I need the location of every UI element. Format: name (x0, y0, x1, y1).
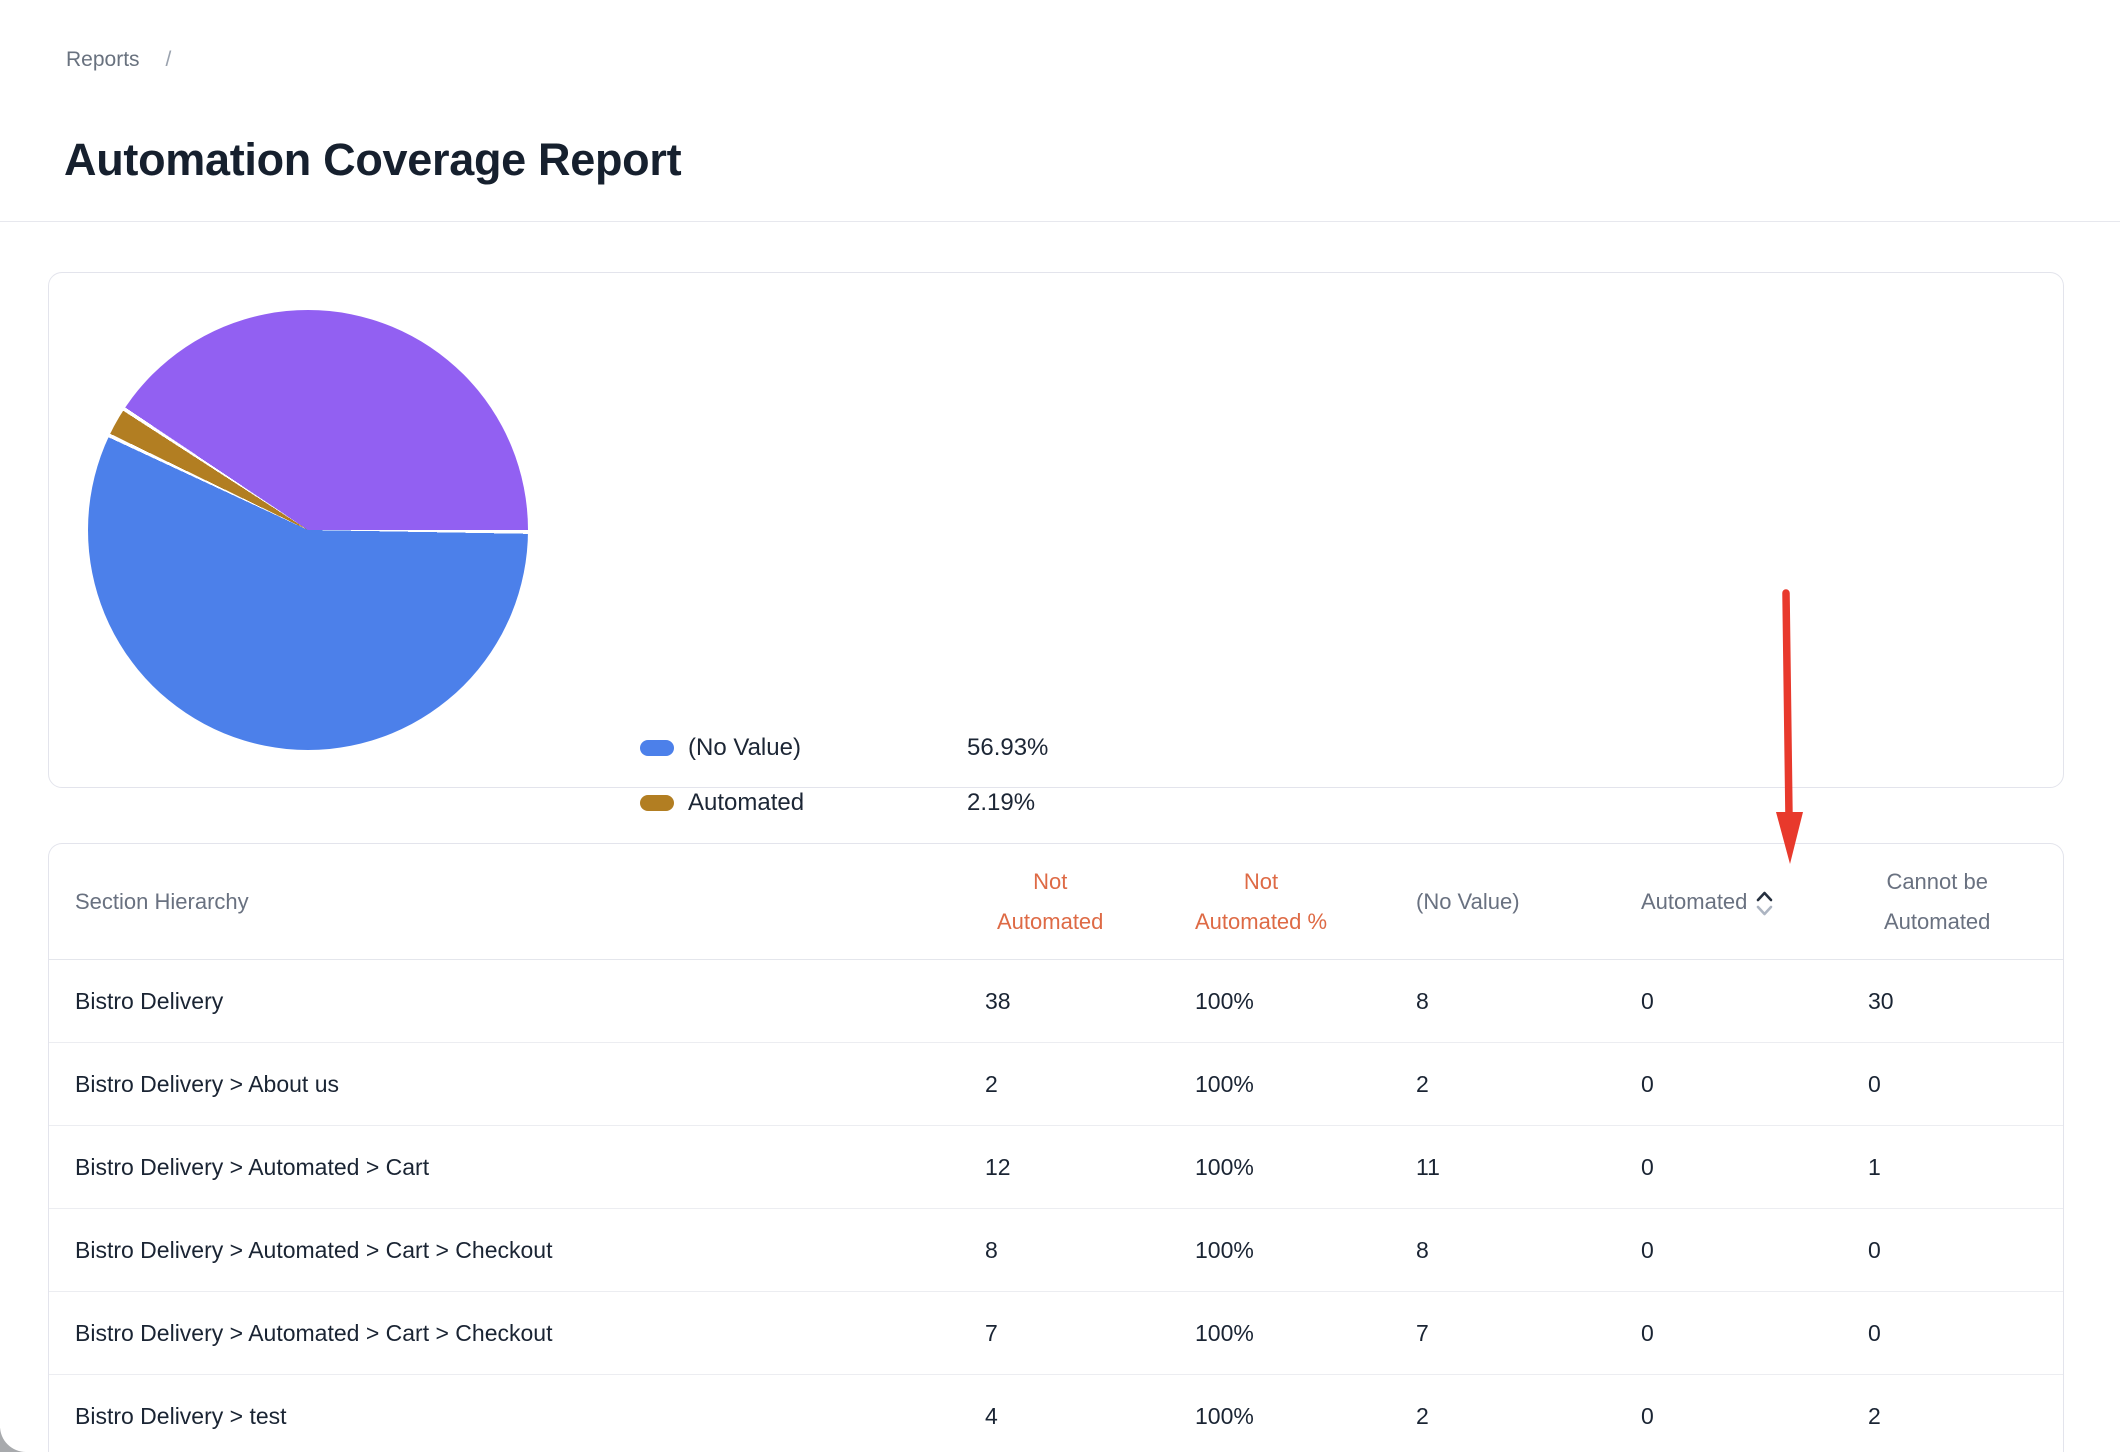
legend-label: (No Value) (688, 734, 801, 761)
column-header-no-value[interactable]: (No Value) (1416, 888, 1520, 914)
legend-value: 2.19% (967, 789, 1036, 816)
cell-cannot-be-automated: 1 (1868, 1153, 1881, 1180)
legend-swatch-no-value (640, 740, 674, 756)
cell-cannot-be-automated: 30 (1868, 987, 1894, 1014)
table-row: Bistro Delivery > Automated > Cart > Che… (49, 1292, 2063, 1375)
cell-section: Bistro Delivery > Automated > Cart > Che… (75, 1319, 553, 1346)
cell-section: Bistro Delivery > test (75, 1402, 287, 1429)
cell-no-value: 8 (1416, 1236, 1429, 1263)
cell-no-value: 8 (1416, 987, 1429, 1014)
cell-not-automated-pct: 100% (1195, 1236, 1254, 1263)
breadcrumb: Reports / (66, 48, 171, 72)
cell-section: Bistro Delivery (75, 987, 224, 1014)
table-row: Bistro Delivery > About us 2 100% 2 0 0 (49, 1043, 2063, 1126)
legend-swatch-automated (640, 795, 674, 811)
cell-not-automated-pct: 100% (1195, 987, 1254, 1014)
cell-automated: 0 (1641, 1070, 1654, 1097)
cell-cannot-be-automated: 0 (1868, 1236, 1881, 1263)
column-header-cannot-be-automated[interactable]: Cannot be Automated (1884, 868, 1991, 934)
cell-cannot-be-automated: 0 (1868, 1319, 1881, 1346)
coverage-table-card: Section Hierarchy Not Automated Not Auto… (48, 843, 2064, 1452)
breadcrumb-reports-link[interactable]: Reports (66, 48, 140, 71)
coverage-pie-card: (No Value) 56.93% Automated 2.19% Cannot… (48, 272, 2064, 871)
column-header-not-automated-pct[interactable]: Not Automated % (1195, 868, 1328, 934)
cell-not-automated: 12 (985, 1153, 1011, 1180)
cell-automated: 0 (1641, 1153, 1654, 1180)
table-row: Bistro Delivery > test 4 100% 2 0 2 (49, 1375, 2063, 1452)
cell-not-automated-pct: 100% (1195, 1402, 1254, 1429)
column-header-section-hierarchy[interactable]: Section Hierarchy (75, 888, 249, 914)
pie-chart (88, 310, 528, 750)
legend-value: 56.93% (967, 734, 1049, 761)
cell-not-automated: 2 (985, 1070, 998, 1097)
table-row: Bistro Delivery 38 100% 8 0 30 (49, 960, 2063, 1043)
cell-automated: 0 (1641, 987, 1654, 1014)
cell-no-value: 11 (1416, 1153, 1440, 1180)
legend-item: (No Value) 56.93% (640, 732, 1048, 764)
cell-automated: 0 (1641, 1319, 1654, 1346)
sort-icon[interactable] (1756, 890, 1773, 917)
cell-not-automated: 38 (985, 987, 1011, 1014)
cell-section: Bistro Delivery > Automated > Cart > Che… (75, 1236, 553, 1263)
cell-not-automated-pct: 100% (1195, 1319, 1254, 1346)
legend-label: Automated (688, 789, 805, 816)
breadcrumb-separator: / (165, 48, 172, 71)
cell-cannot-be-automated: 2 (1868, 1402, 1881, 1429)
cell-section: Bistro Delivery > About us (75, 1070, 339, 1097)
cell-automated: 0 (1641, 1236, 1654, 1263)
header-divider (0, 221, 2120, 222)
cell-not-automated-pct: 100% (1195, 1153, 1254, 1180)
cell-not-automated: 4 (985, 1402, 998, 1429)
cell-no-value: 2 (1416, 1402, 1429, 1429)
cell-cannot-be-automated: 0 (1868, 1070, 1881, 1097)
cell-no-value: 7 (1416, 1319, 1429, 1346)
cell-not-automated: 8 (985, 1236, 998, 1263)
table-header-row: Section Hierarchy Not Automated Not Auto… (49, 844, 2063, 960)
column-header-automated[interactable]: Automated (1641, 887, 1868, 917)
table-row: Bistro Delivery > Automated > Cart 12 10… (49, 1126, 2063, 1209)
column-header-not-automated[interactable]: Not Automated (997, 868, 1104, 934)
cell-section: Bistro Delivery > Automated > Cart (75, 1153, 430, 1180)
cell-automated: 0 (1641, 1402, 1654, 1429)
legend-item: Automated 2.19% (640, 787, 1048, 819)
cell-no-value: 2 (1416, 1070, 1429, 1097)
cell-not-automated: 7 (985, 1319, 998, 1346)
table-row: Bistro Delivery > Automated > Cart > Che… (49, 1209, 2063, 1292)
page-title: Automation Coverage Report (64, 134, 682, 186)
cell-not-automated-pct: 100% (1195, 1070, 1254, 1097)
